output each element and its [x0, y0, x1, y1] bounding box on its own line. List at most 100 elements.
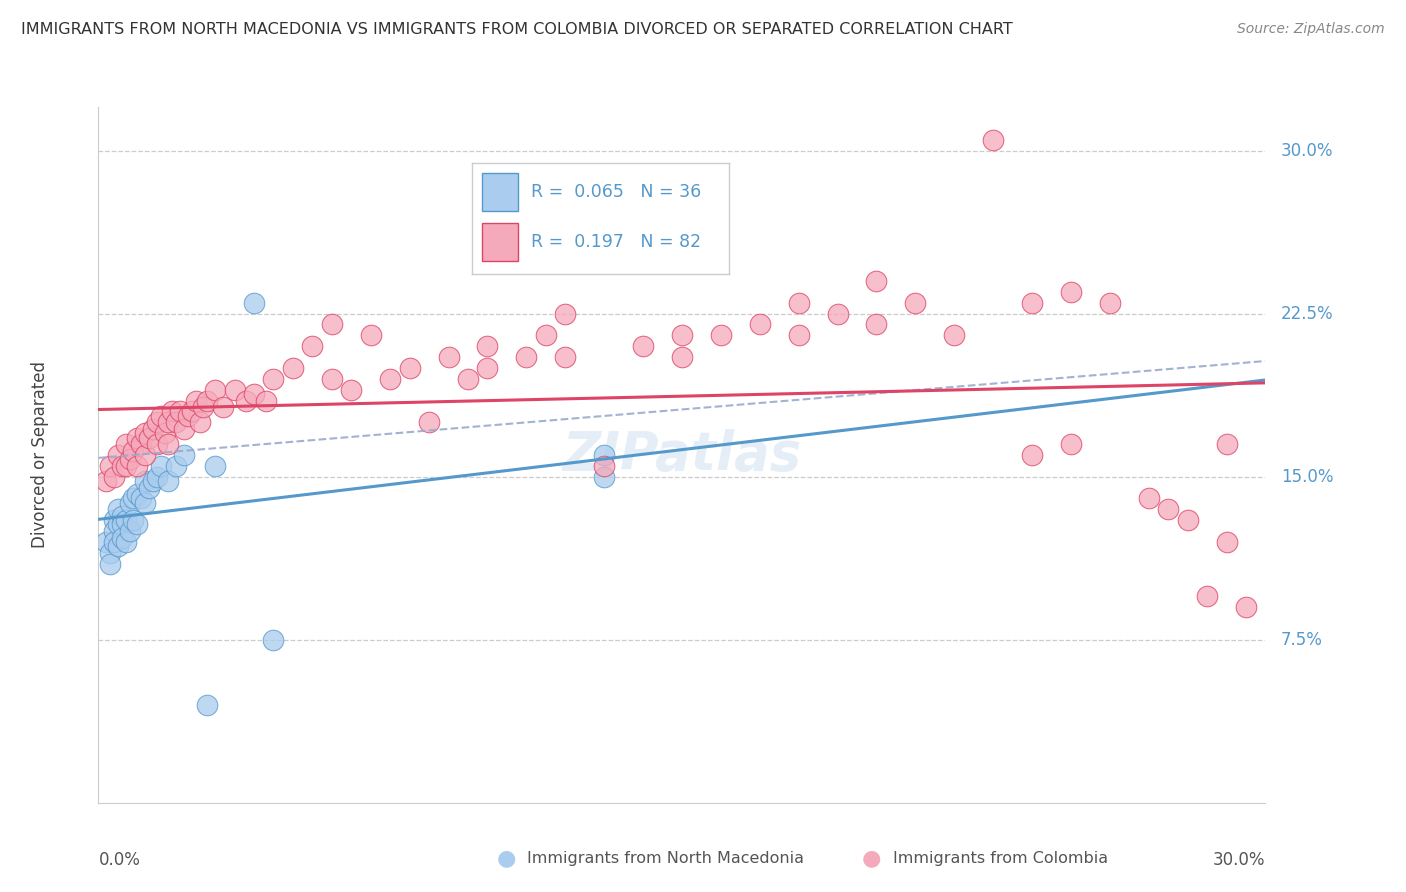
Point: [398, 360, 420, 375]
Point: [1157, 502, 1180, 516]
Point: [321, 318, 343, 332]
Point: [193, 400, 215, 414]
Point: [477, 339, 499, 353]
Point: [195, 393, 218, 408]
Point: [111, 508, 134, 523]
Point: [865, 274, 887, 288]
Point: [748, 318, 770, 332]
Point: [360, 328, 382, 343]
Point: [118, 496, 141, 510]
Point: [129, 491, 152, 506]
Point: [418, 415, 440, 429]
Point: [142, 474, 165, 488]
Point: [437, 350, 460, 364]
Text: Immigrants from North Macedonia: Immigrants from North Macedonia: [527, 851, 804, 865]
Point: [943, 328, 966, 343]
Point: [165, 458, 187, 473]
Text: Immigrants from Colombia: Immigrants from Colombia: [893, 851, 1108, 865]
Point: [593, 458, 616, 473]
Point: [107, 448, 129, 462]
Point: [153, 426, 176, 441]
Point: [787, 328, 810, 343]
Point: [904, 295, 927, 310]
Point: [127, 487, 149, 501]
Point: [134, 448, 156, 462]
Point: [114, 535, 136, 549]
Point: [107, 539, 129, 553]
Point: [1060, 285, 1083, 299]
Point: [631, 339, 654, 353]
Point: [235, 393, 257, 408]
Point: [114, 458, 136, 473]
Point: [173, 448, 195, 462]
Point: [162, 404, 184, 418]
Point: [134, 496, 156, 510]
Point: [477, 360, 499, 375]
Point: [103, 513, 125, 527]
Point: [254, 393, 277, 408]
Point: [1137, 491, 1160, 506]
Point: [534, 328, 557, 343]
Point: [1195, 589, 1218, 603]
Point: [1098, 295, 1121, 310]
Point: [204, 458, 226, 473]
Point: [118, 452, 141, 467]
Point: [96, 535, 118, 549]
Point: [118, 524, 141, 538]
Point: [195, 698, 218, 712]
Bar: [482, 223, 517, 260]
Text: 22.5%: 22.5%: [1281, 304, 1333, 323]
Point: [111, 531, 134, 545]
Point: [127, 431, 149, 445]
Point: [593, 448, 616, 462]
Text: 0.0%: 0.0%: [98, 851, 141, 869]
Point: [224, 383, 246, 397]
Point: [593, 469, 616, 483]
Point: [114, 513, 136, 527]
Point: [96, 474, 118, 488]
Point: [1215, 535, 1237, 549]
Point: [378, 372, 402, 386]
Point: [671, 350, 693, 364]
Point: [146, 415, 169, 429]
Point: [1234, 600, 1257, 615]
Text: 30.0%: 30.0%: [1281, 142, 1333, 160]
Point: [212, 400, 235, 414]
Text: Source: ZipAtlas.com: Source: ZipAtlas.com: [1237, 22, 1385, 37]
Point: [301, 339, 323, 353]
Point: [111, 458, 134, 473]
Bar: [482, 173, 517, 211]
Point: [710, 328, 733, 343]
Point: [157, 415, 180, 429]
Point: [127, 517, 149, 532]
Point: [243, 387, 266, 401]
Point: [107, 517, 129, 532]
Point: [134, 426, 156, 441]
Text: 30.0%: 30.0%: [1213, 851, 1265, 869]
Point: [188, 415, 211, 429]
Point: [981, 133, 1004, 147]
Point: [122, 513, 145, 527]
Text: ZIPatlas: ZIPatlas: [562, 429, 801, 481]
Point: [149, 458, 172, 473]
Point: [1177, 513, 1199, 527]
Point: [142, 422, 165, 436]
Point: [138, 431, 160, 445]
Point: [98, 458, 121, 473]
Point: [122, 491, 145, 506]
Point: [149, 409, 172, 423]
Point: [129, 437, 152, 451]
Point: [107, 502, 129, 516]
Point: [169, 404, 191, 418]
Point: [787, 295, 810, 310]
Point: [340, 383, 363, 397]
Text: ●: ●: [862, 848, 882, 868]
Point: [146, 469, 169, 483]
Point: [243, 295, 266, 310]
Point: [1021, 295, 1043, 310]
Point: [1021, 448, 1043, 462]
Point: [262, 372, 284, 386]
Text: Divorced or Separated: Divorced or Separated: [31, 361, 49, 549]
Point: [180, 404, 202, 418]
Point: [554, 350, 576, 364]
